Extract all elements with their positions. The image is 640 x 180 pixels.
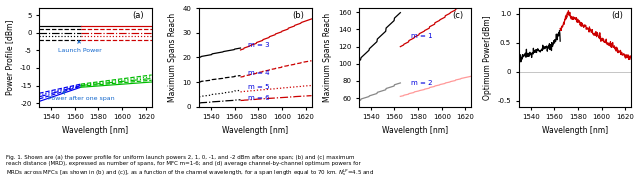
X-axis label: Wavelength [nm]: Wavelength [nm] [62, 126, 129, 135]
Text: m = 2: m = 2 [411, 80, 433, 86]
Text: Power after one span: Power after one span [47, 92, 114, 101]
Y-axis label: Power Profile [dBm]: Power Profile [dBm] [6, 20, 15, 95]
Text: m = 1: m = 1 [411, 33, 433, 39]
X-axis label: Wavelength [nm]: Wavelength [nm] [382, 126, 448, 135]
Text: Fig. 1. Shown are (a) the power profile for uniform launch powers 2, 1, 0, -1, a: Fig. 1. Shown are (a) the power profile … [6, 155, 374, 178]
Text: m = 4: m = 4 [248, 70, 269, 76]
Text: (c): (c) [452, 11, 463, 20]
Text: (d): (d) [611, 11, 623, 20]
Text: (a): (a) [132, 11, 144, 20]
Text: (b): (b) [292, 11, 303, 20]
Text: Launch Power: Launch Power [58, 41, 102, 53]
Text: m = 5: m = 5 [248, 84, 269, 90]
Text: m = 6: m = 6 [248, 95, 269, 102]
X-axis label: Wavelength [nm]: Wavelength [nm] [542, 126, 608, 135]
Text: m = 3: m = 3 [248, 42, 269, 48]
X-axis label: Wavelength [nm]: Wavelength [nm] [222, 126, 289, 135]
Y-axis label: Maximum Spans Reach: Maximum Spans Reach [168, 13, 177, 102]
Y-axis label: Maximum Spans Reach: Maximum Spans Reach [323, 13, 332, 102]
Y-axis label: Optimum Power[dBm]: Optimum Power[dBm] [483, 15, 492, 100]
